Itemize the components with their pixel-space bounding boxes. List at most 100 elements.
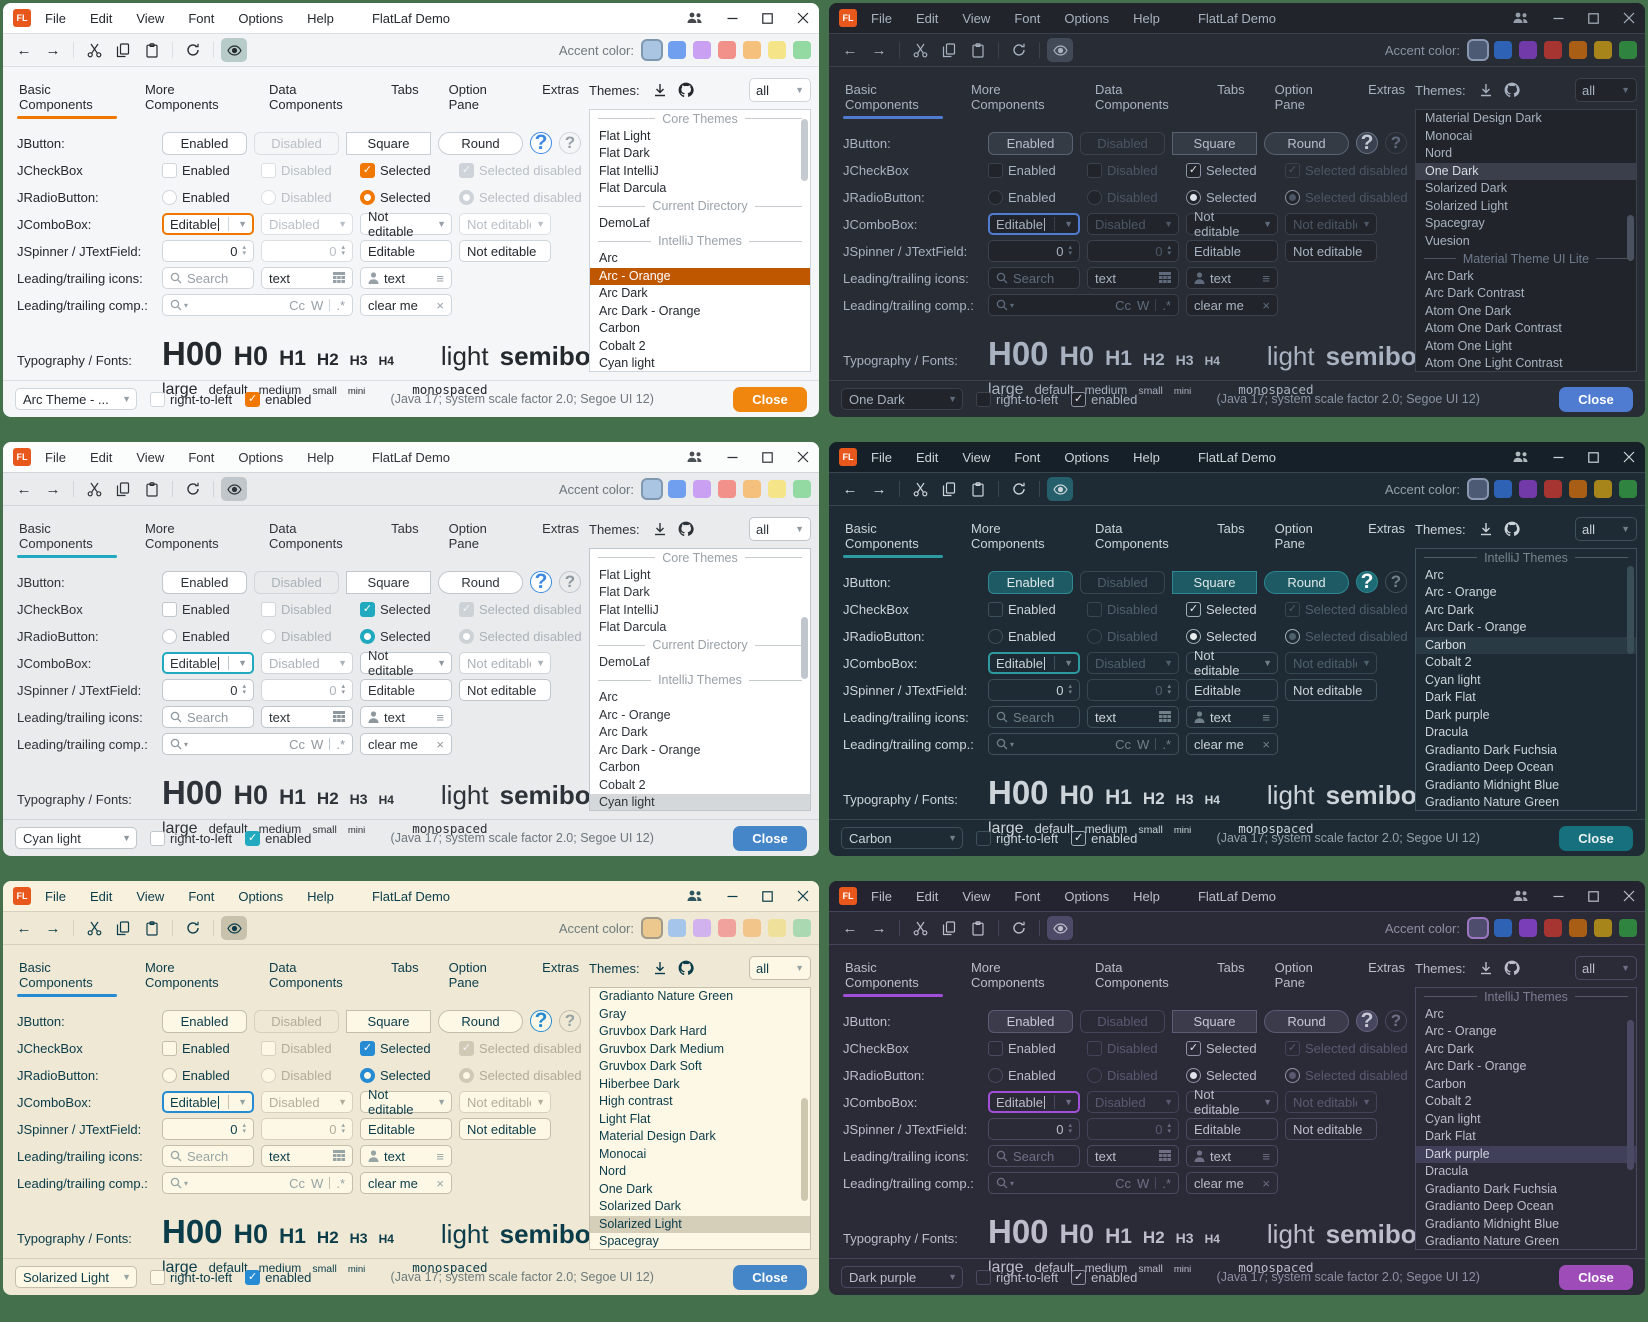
copy-icon[interactable] <box>110 38 136 62</box>
search-input[interactable]: Search <box>988 1145 1080 1167</box>
match-case-button[interactable]: Cc <box>289 736 306 752</box>
whole-words-button[interactable]: W <box>1137 736 1150 752</box>
tab-extras[interactable]: Extras <box>1368 960 1406 975</box>
right-to-left-checkbox[interactable]: right-to-left <box>976 830 1058 846</box>
menu-list-icon[interactable]: ≡ <box>1262 1148 1270 1164</box>
search-input[interactable]: Search <box>162 1145 254 1167</box>
round-button[interactable]: Round <box>1264 1009 1349 1033</box>
close-window-button[interactable] <box>797 12 809 24</box>
back-button[interactable]: ← <box>842 480 858 498</box>
menu-file[interactable]: File <box>871 888 892 904</box>
help-button-secondary[interactable]: ? <box>559 571 581 593</box>
text-input-with-table-icon[interactable]: text <box>1087 1145 1179 1167</box>
theme-list-item[interactable]: Flat IntelliJ <box>599 163 659 178</box>
menu-file[interactable]: File <box>871 10 892 26</box>
enabled-checkbox[interactable]: ✓ enabled <box>1071 1269 1137 1285</box>
tab-extras[interactable]: Extras <box>542 960 580 975</box>
theme-list-item[interactable]: Solarized Light <box>590 1215 810 1233</box>
themes-list[interactable]: Gradianto Nature Green Gray Gruvbox Dark H… <box>589 987 811 1250</box>
cut-icon[interactable] <box>81 916 107 940</box>
accent-swatch[interactable] <box>718 919 736 937</box>
themes-list[interactable]: IntelliJ Themes Arc Arc - Orange Arc Dark Ar… <box>1415 548 1637 811</box>
help-button[interactable]: ? <box>1356 1009 1378 1032</box>
themes-scrollbar[interactable] <box>800 989 809 1248</box>
theme-list-item[interactable]: Arc <box>599 251 618 265</box>
menu-options[interactable]: Options <box>1064 449 1110 465</box>
checkbox-enabled[interactable] <box>162 162 177 178</box>
theme-dropdown[interactable]: Arc Theme - ... ▼ <box>15 388 137 410</box>
round-button[interactable]: Round <box>438 1009 523 1033</box>
clear-me-input[interactable]: clear me × <box>360 1172 452 1194</box>
checkbox-enabled[interactable] <box>988 1040 1003 1056</box>
enabled-checkbox[interactable]: ✓ enabled <box>245 1269 311 1285</box>
copy-icon[interactable] <box>936 38 962 62</box>
close-button[interactable]: Close <box>1559 386 1633 412</box>
search-input[interactable]: Search <box>988 706 1080 728</box>
theme-list-item[interactable]: Atom One Light Contrast <box>1425 356 1563 370</box>
clear-me-input[interactable]: clear me × <box>1186 733 1278 755</box>
github-icon[interactable] <box>1504 82 1520 98</box>
refresh-icon[interactable] <box>1006 477 1032 501</box>
menu-font[interactable]: Font <box>188 888 215 904</box>
copy-icon[interactable] <box>936 477 962 501</box>
show-details-eye-toggle[interactable] <box>221 477 247 501</box>
paste-icon[interactable] <box>965 477 991 501</box>
table-icon[interactable] <box>1159 1150 1171 1162</box>
accent-swatch[interactable] <box>1594 919 1612 937</box>
tab-tabs[interactable]: Tabs <box>1217 82 1245 97</box>
forward-button[interactable]: → <box>45 919 61 937</box>
tab-tabs[interactable]: Tabs <box>391 521 419 536</box>
theme-list-item[interactable]: Solarized Light <box>1425 198 1508 213</box>
radio-enabled[interactable] <box>988 189 1003 205</box>
accent-swatch[interactable] <box>668 480 686 498</box>
menu-font[interactable]: Font <box>188 449 215 465</box>
accent-swatch[interactable] <box>1569 480 1587 498</box>
theme-list-item[interactable]: DemoLaf <box>599 216 650 230</box>
paste-icon[interactable] <box>139 477 165 501</box>
download-icon[interactable] <box>1479 522 1493 536</box>
themes-filter-dropdown[interactable]: all ▼ <box>1575 956 1637 980</box>
themes-scrollbar[interactable] <box>1626 989 1635 1248</box>
themes-list[interactable]: IntelliJ Themes Arc Arc - Orange Arc Dark Ar… <box>1415 987 1637 1250</box>
menu-file[interactable]: File <box>45 10 66 26</box>
menu-help[interactable]: Help <box>307 10 334 26</box>
themes-scrollbar[interactable] <box>800 550 809 809</box>
theme-list-item[interactable]: Arc Dark <box>599 286 648 300</box>
radio-selected[interactable] <box>360 628 375 644</box>
theme-list-item[interactable]: Cobalt 2 <box>599 777 646 792</box>
text-input-with-table-icon[interactable]: text <box>261 1145 353 1167</box>
menu-font[interactable]: Font <box>1014 888 1041 904</box>
tab-tabs[interactable]: Tabs <box>1217 521 1245 536</box>
clear-icon[interactable]: × <box>1262 736 1270 752</box>
refresh-icon[interactable] <box>1006 916 1032 940</box>
tab-basic-components[interactable]: Basic Components <box>843 77 943 119</box>
show-details-eye-toggle[interactable] <box>221 916 247 940</box>
theme-list-item[interactable]: Gruvbox Dark Hard <box>599 1024 707 1038</box>
search-with-options-input[interactable]: ▾ Cc W .* <box>162 294 353 316</box>
tab-option-pane[interactable]: Option Pane <box>448 82 487 112</box>
radio-enabled[interactable] <box>988 1067 1003 1083</box>
clear-icon[interactable]: × <box>436 1175 444 1191</box>
close-button[interactable]: Close <box>733 1264 807 1290</box>
theme-list-item[interactable]: Cyan light <box>590 794 810 810</box>
tab-basic-components[interactable]: Basic Components <box>17 77 117 119</box>
combobox-not-editable[interactable]: Not editable ▼ <box>360 209 452 239</box>
accent-swatch[interactable] <box>743 41 761 59</box>
theme-dropdown[interactable]: Carbon ▼ <box>841 827 963 849</box>
themes-scrollbar[interactable] <box>800 111 809 370</box>
theme-list-item[interactable]: Nord <box>1425 146 1453 160</box>
theme-list-item[interactable]: Gradianto Deep Ocean <box>1425 1199 1554 1213</box>
themes-list[interactable]: Core Themes Flat Light Flat Dark Flat Intel… <box>589 548 811 811</box>
right-to-left-checkbox[interactable]: right-to-left <box>150 1269 232 1285</box>
themes-scrollbar-thumb[interactable] <box>1627 214 1634 262</box>
whole-words-button[interactable]: W <box>311 297 324 313</box>
accent-swatch[interactable] <box>1469 480 1487 498</box>
accent-swatch[interactable] <box>693 480 711 498</box>
forward-button[interactable]: → <box>871 919 887 937</box>
help-button[interactable]: ? <box>530 570 552 593</box>
theme-list-item[interactable]: Carbon <box>1425 1076 1466 1091</box>
tab-tabs[interactable]: Tabs <box>391 960 419 975</box>
combobox-not-editable[interactable]: Not editable ▼ <box>360 1087 452 1117</box>
enabled-checkbox[interactable]: ✓ enabled <box>245 391 311 407</box>
whole-words-button[interactable]: W <box>1137 1175 1150 1191</box>
